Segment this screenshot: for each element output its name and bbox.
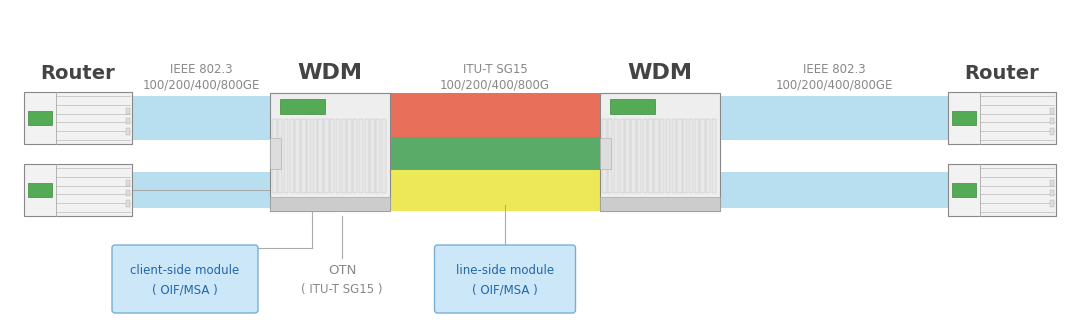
Bar: [390, 93, 600, 137]
Bar: [1050, 128, 1054, 135]
Bar: [289, 119, 294, 193]
Bar: [620, 119, 624, 193]
Bar: [700, 119, 704, 193]
Bar: [1050, 200, 1054, 207]
Bar: [390, 137, 600, 170]
Bar: [272, 119, 276, 193]
Bar: [28, 111, 52, 125]
Text: IEEE 802.3: IEEE 802.3: [170, 63, 232, 76]
FancyBboxPatch shape: [112, 245, 258, 313]
Bar: [270, 138, 281, 169]
Bar: [689, 119, 693, 193]
Bar: [600, 197, 720, 211]
Text: ( OIF/MSA ): ( OIF/MSA ): [152, 283, 218, 296]
Bar: [953, 183, 976, 197]
Bar: [132, 172, 270, 208]
Bar: [270, 93, 390, 211]
Bar: [948, 92, 1056, 144]
Bar: [600, 138, 611, 169]
Bar: [359, 119, 363, 193]
Bar: [296, 119, 300, 193]
Bar: [348, 119, 352, 193]
Bar: [613, 119, 618, 193]
Bar: [608, 119, 612, 193]
Bar: [125, 118, 130, 124]
Bar: [370, 119, 375, 193]
Bar: [1050, 190, 1054, 196]
Bar: [1050, 180, 1054, 186]
Bar: [132, 96, 270, 140]
Text: 100/200/400/800GE: 100/200/400/800GE: [775, 79, 893, 92]
Bar: [720, 96, 948, 140]
Bar: [341, 119, 346, 193]
Bar: [654, 119, 659, 193]
Bar: [280, 99, 325, 114]
Bar: [382, 119, 387, 193]
Bar: [324, 119, 328, 193]
Bar: [609, 99, 656, 114]
Bar: [706, 119, 711, 193]
Bar: [353, 119, 357, 193]
Bar: [301, 119, 306, 193]
Bar: [665, 119, 670, 193]
Text: ( ITU-T SG15 ): ( ITU-T SG15 ): [301, 283, 382, 296]
Bar: [125, 200, 130, 207]
Bar: [660, 119, 664, 193]
Bar: [603, 119, 607, 193]
Text: Router: Router: [964, 64, 1039, 83]
Text: OTN: OTN: [328, 264, 356, 276]
Bar: [625, 119, 630, 193]
Bar: [319, 119, 323, 193]
Bar: [600, 93, 720, 211]
Text: line-side module: line-side module: [456, 264, 554, 276]
Bar: [720, 172, 948, 208]
Bar: [376, 119, 380, 193]
Bar: [125, 190, 130, 196]
Bar: [390, 170, 600, 211]
Bar: [1050, 118, 1054, 124]
Text: IEEE 802.3: IEEE 802.3: [802, 63, 865, 76]
Bar: [1050, 108, 1054, 114]
Bar: [270, 197, 390, 211]
Text: ( OIF/MSA ): ( OIF/MSA ): [472, 283, 538, 296]
Bar: [648, 119, 652, 193]
Bar: [631, 119, 635, 193]
Bar: [313, 119, 318, 193]
Bar: [365, 119, 369, 193]
Bar: [672, 119, 676, 193]
Bar: [307, 119, 311, 193]
Text: 100/200/400/800GE: 100/200/400/800GE: [143, 79, 259, 92]
Bar: [637, 119, 642, 193]
Bar: [330, 119, 335, 193]
FancyBboxPatch shape: [434, 245, 576, 313]
Bar: [125, 108, 130, 114]
Bar: [279, 119, 283, 193]
Bar: [948, 164, 1056, 216]
Text: client-side module: client-side module: [131, 264, 240, 276]
Text: Router: Router: [41, 64, 116, 83]
Bar: [683, 119, 687, 193]
Bar: [125, 180, 130, 186]
Bar: [712, 119, 716, 193]
Text: 100/200/400/800G: 100/200/400/800G: [440, 79, 550, 92]
Text: ITU-T SG15: ITU-T SG15: [462, 63, 527, 76]
Bar: [125, 128, 130, 135]
Bar: [24, 164, 132, 216]
Bar: [643, 119, 647, 193]
Text: WDM: WDM: [297, 63, 363, 83]
Bar: [677, 119, 681, 193]
Bar: [28, 183, 52, 197]
Bar: [24, 92, 132, 144]
Text: WDM: WDM: [627, 63, 692, 83]
Bar: [953, 111, 976, 125]
Bar: [694, 119, 699, 193]
Bar: [336, 119, 340, 193]
Bar: [284, 119, 288, 193]
